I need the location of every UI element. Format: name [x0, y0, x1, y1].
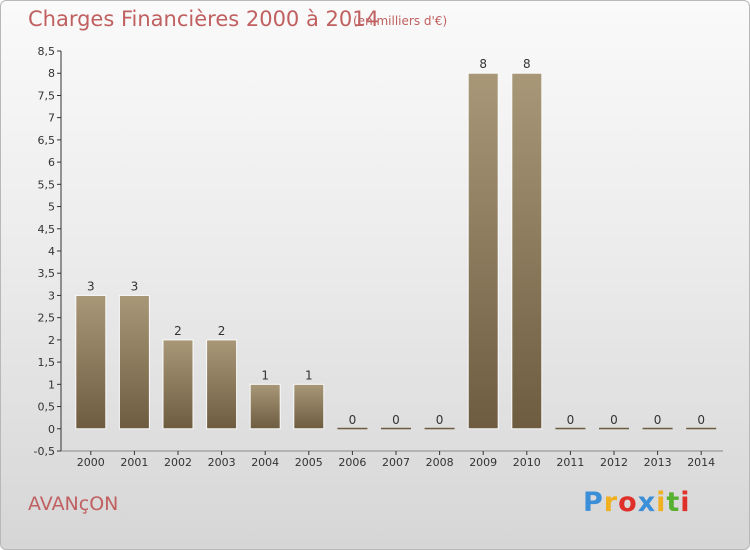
- bar-2014: [686, 427, 717, 430]
- y-tick-label: 2: [48, 334, 55, 347]
- bar-2008: [424, 427, 455, 430]
- bar-2011: [555, 427, 586, 430]
- data-label-2013: 0: [654, 413, 662, 427]
- y-tick-label: 1: [48, 378, 55, 391]
- data-label-2011: 0: [567, 413, 575, 427]
- bar-2005: [293, 383, 325, 430]
- logo-letter: o: [618, 487, 638, 518]
- data-label-2010: 8: [523, 57, 531, 71]
- y-tick-label: 6,5: [38, 134, 56, 147]
- data-label-2000: 3: [87, 279, 95, 293]
- logo-letter: x: [637, 487, 657, 518]
- y-tick-label: 2,5: [38, 312, 56, 325]
- chart-data-labels: 3 3 2 2 1 1 0 0 0 8 8 0 0 0 0: [87, 57, 705, 427]
- data-label-2008: 0: [436, 413, 444, 427]
- x-tick-label-2014: 2014: [687, 456, 715, 469]
- y-tick-label: 8: [48, 67, 55, 80]
- bar-2004: [249, 383, 281, 430]
- y-tick-label: 4,5: [38, 223, 56, 236]
- bar-2012: [599, 427, 629, 430]
- y-tick-label: 4: [48, 245, 55, 258]
- bar-2010: [511, 72, 543, 430]
- y-tick-label: 7: [48, 112, 55, 125]
- logo-letter: t: [666, 487, 681, 518]
- x-tick-label-2006: 2006: [338, 456, 366, 469]
- x-tick-label-2000: 2000: [77, 456, 105, 469]
- x-tick-label-2004: 2004: [251, 456, 279, 469]
- x-tick-label-2012: 2012: [600, 456, 628, 469]
- bar-2009: [467, 72, 499, 430]
- proxiti-logo[interactable]: Proxiti: [583, 487, 691, 518]
- data-label-2014: 0: [697, 413, 705, 427]
- data-label-2009: 8: [479, 57, 487, 71]
- data-label-2012: 0: [610, 413, 618, 427]
- x-tick-label-2001: 2001: [120, 456, 148, 469]
- bar-2003: [206, 339, 238, 430]
- x-tick-label-2011: 2011: [556, 456, 584, 469]
- bar-2013: [642, 427, 673, 430]
- x-tick-label-2010: 2010: [513, 456, 541, 469]
- data-label-2003: 2: [218, 324, 226, 338]
- chart-title: Charges Financières 2000 à 2014: [28, 7, 379, 31]
- data-label-2004: 1: [261, 368, 269, 382]
- logo-letter: r: [603, 487, 619, 518]
- data-label-2007: 0: [392, 413, 400, 427]
- x-tick-label-2002: 2002: [164, 456, 192, 469]
- bar-2001: [118, 294, 150, 430]
- y-tick-label: 3,5: [38, 267, 56, 280]
- y-tick-label: 7,5: [38, 89, 56, 102]
- bar-2007: [381, 427, 411, 430]
- x-tick-label-2003: 2003: [208, 456, 236, 469]
- x-tick-label-2008: 2008: [426, 456, 454, 469]
- data-label-2006: 0: [349, 413, 357, 427]
- chart-bars: [75, 72, 717, 430]
- logo-letter: i: [656, 487, 667, 518]
- y-tick-label: 1,5: [38, 356, 56, 369]
- logo-letter: i: [680, 487, 691, 518]
- data-label-2002: 2: [174, 324, 182, 338]
- y-tick-label: 5: [48, 201, 55, 214]
- y-tick-label: 5,5: [38, 178, 56, 191]
- bar-2002: [162, 339, 194, 430]
- commune-name: AVANçON: [28, 493, 119, 515]
- x-tick-label-2007: 2007: [382, 456, 410, 469]
- x-tick-label-2005: 2005: [295, 456, 323, 469]
- y-tick-label: 0,5: [38, 401, 56, 414]
- y-tick-label: 6: [48, 156, 55, 169]
- x-tick-label-2013: 2013: [644, 456, 672, 469]
- chart-axes: -0,5 0 0,5 1 1,5 2 2,5 3 3,5 4 4,5 5 5,5 6 6,5 7 7,5 8 8,5…: [34, 45, 723, 469]
- bar-2000: [75, 294, 107, 430]
- y-tick-label: 0: [48, 423, 55, 436]
- y-tick-label: -0,5: [34, 445, 55, 458]
- bar-2006: [337, 427, 368, 430]
- y-tick-label: 8,5: [38, 45, 56, 58]
- data-label-2005: 1: [305, 368, 313, 382]
- logo-letter: P: [583, 487, 604, 518]
- y-tick-label: 3: [48, 289, 55, 302]
- chart-subtitle: (en milliers d'€): [353, 14, 448, 28]
- x-tick-label-2009: 2009: [469, 456, 497, 469]
- data-label-2001: 3: [131, 279, 139, 293]
